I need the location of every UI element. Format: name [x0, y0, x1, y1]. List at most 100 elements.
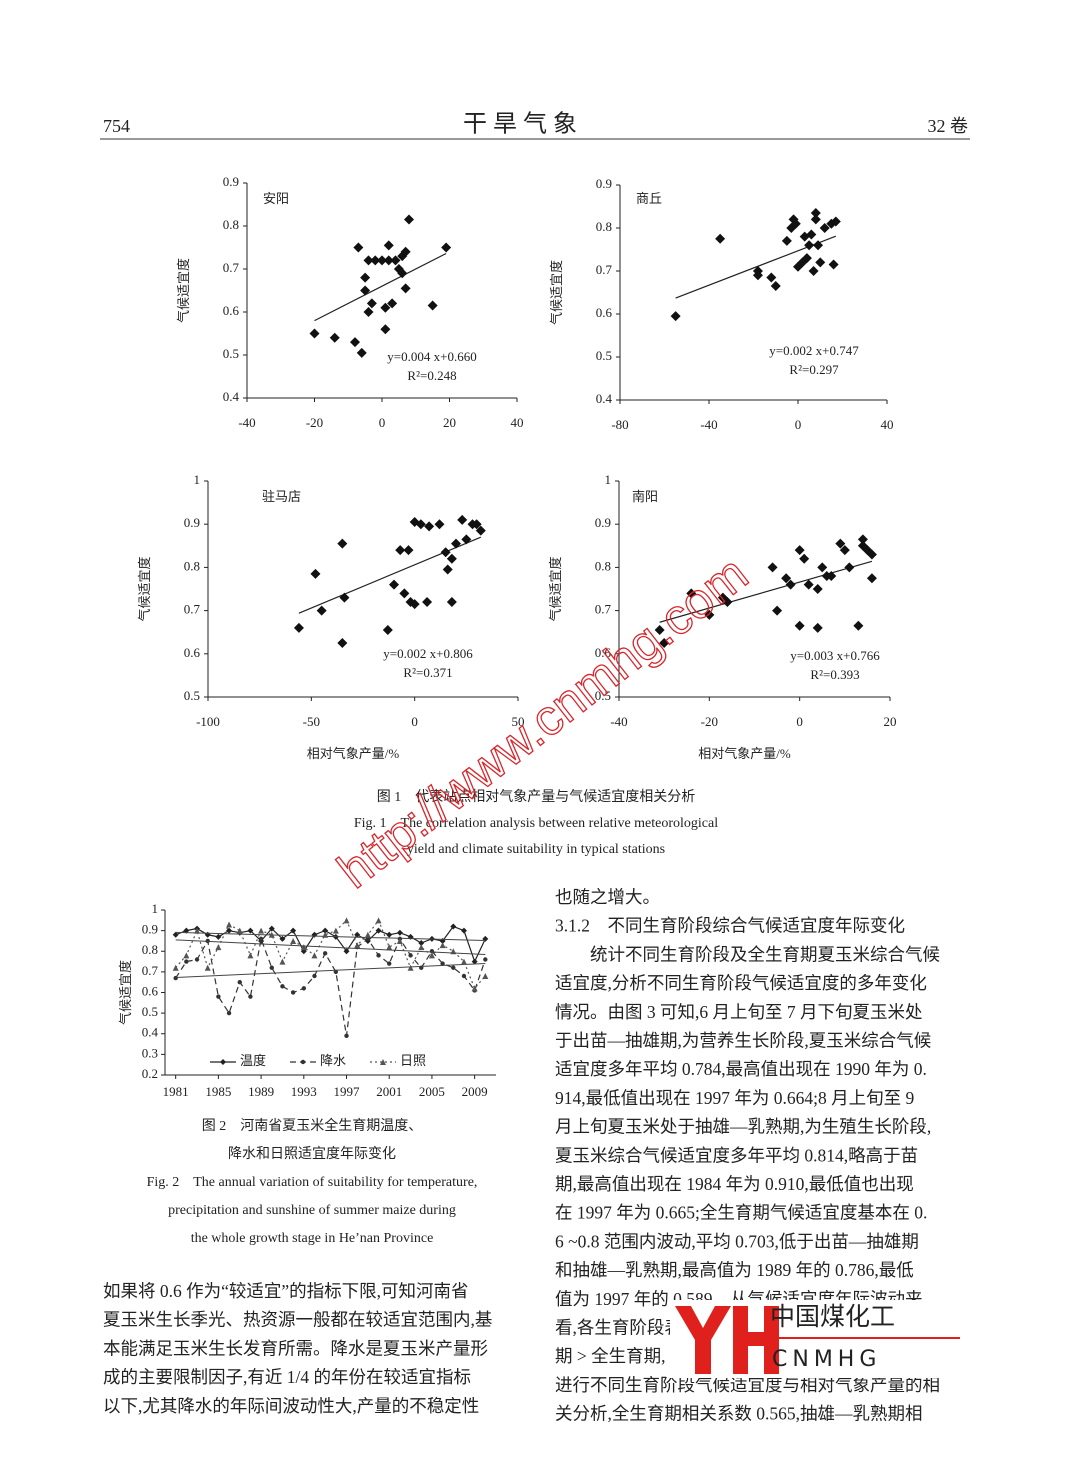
body-line: 进行不同生育阶段气候适宜度与相对气象产量的相 — [555, 1375, 940, 1395]
y-tick-label: 0.7 — [223, 260, 240, 275]
point — [475, 525, 486, 536]
point — [380, 302, 391, 313]
point — [360, 285, 371, 296]
x-tick-label: -40 — [610, 714, 627, 729]
y-tick-label: 0.6 — [596, 305, 613, 320]
point — [293, 622, 304, 633]
marker — [322, 951, 328, 956]
y-tick-label: 0.4 — [142, 1025, 159, 1040]
y-tick-label: 0.5 — [596, 348, 612, 363]
y-tick-label: 0.6 — [595, 645, 612, 660]
point — [446, 596, 457, 607]
y-tick-label: 0.4 — [223, 389, 240, 404]
fig2-caption-en: precipitation and sunshine of summer mai… — [168, 1203, 456, 1218]
trend-line — [175, 939, 486, 956]
y-tick-label: 0.9 — [223, 174, 239, 189]
point — [440, 547, 451, 558]
marker — [375, 917, 382, 924]
point — [722, 596, 733, 607]
point — [400, 246, 411, 257]
point — [451, 538, 461, 549]
x-tick-label: 0 — [796, 714, 803, 729]
marker — [483, 957, 488, 962]
x-tick-label: 20 — [443, 415, 456, 430]
point — [404, 214, 414, 225]
marker — [268, 925, 275, 932]
equation: y=0.004 x+0.660 — [387, 349, 476, 364]
point — [799, 553, 810, 564]
point — [377, 255, 387, 266]
point — [830, 216, 841, 227]
marker — [461, 973, 467, 979]
x-tick-label: 2009 — [462, 1084, 488, 1099]
x-tick-label: 1993 — [291, 1084, 317, 1099]
marker — [375, 927, 382, 934]
marker — [204, 964, 211, 971]
marker — [343, 917, 350, 924]
point — [752, 270, 763, 281]
point — [817, 562, 828, 573]
point — [316, 605, 327, 616]
marker — [183, 952, 190, 959]
x-tick-label: -80 — [611, 417, 628, 432]
point — [767, 562, 778, 573]
marker — [226, 921, 233, 928]
point — [442, 564, 453, 575]
y-tick-label: 0.5 — [184, 688, 200, 703]
marker — [451, 965, 456, 970]
marker — [322, 927, 329, 934]
point — [654, 625, 665, 636]
marker — [226, 927, 233, 934]
point — [810, 214, 821, 225]
equation: y=0.002 x+0.747 — [769, 343, 859, 358]
marker — [172, 931, 179, 938]
x-tick-label: 20 — [884, 714, 897, 729]
marker — [215, 933, 222, 940]
x-tick-label: 2005 — [419, 1084, 445, 1099]
marker — [311, 952, 318, 959]
marker — [268, 931, 275, 938]
marker — [279, 935, 286, 942]
trend-line — [175, 931, 486, 942]
y-axis-label: 气候适宜度 — [549, 260, 564, 325]
station-label: 驻马店 — [262, 489, 301, 504]
series-line — [175, 936, 486, 1036]
marker — [354, 931, 361, 938]
x-tick-label: -20 — [701, 714, 718, 729]
fit-line — [659, 560, 873, 623]
point — [704, 609, 715, 620]
body-line: 关分析,全生育期相关系数 0.565,抽雄—乳熟期相 — [555, 1404, 923, 1424]
point — [866, 573, 877, 584]
y-tick-label: 0.9 — [595, 515, 611, 530]
point — [383, 240, 394, 251]
x-tick-label: 1997 — [334, 1084, 361, 1099]
marker — [418, 940, 425, 946]
marker — [215, 944, 222, 951]
point — [382, 625, 393, 636]
marker — [407, 964, 414, 971]
marker — [440, 961, 445, 966]
marker — [471, 958, 478, 965]
y-tick-label: 0.9 — [142, 922, 158, 937]
body-line: 也随之增大。 — [555, 887, 660, 907]
point — [670, 311, 681, 322]
point — [457, 514, 468, 525]
point — [350, 337, 360, 348]
y-tick-label: 0.5 — [595, 688, 611, 703]
body-line: 夏玉米综合气候适宜度多年平均 0.814,略高于苗 — [555, 1145, 918, 1165]
figures: 0.4 0.5 0.6 0.7 0.8 0.9 -40 -20 0 20 40 气候适宜度 安阳 y=0.… — [118, 174, 897, 1099]
point — [853, 620, 864, 631]
marker — [290, 990, 296, 995]
body-line: 期,最高值出现在 1984 年为 0.910,最低值也出现 — [555, 1174, 914, 1194]
x-tick-label: -50 — [303, 714, 320, 729]
point — [363, 307, 374, 317]
marker — [300, 944, 307, 951]
marker — [376, 953, 381, 958]
marker — [354, 942, 361, 949]
body-line: 成的主要限制因子,有近 1/4 的年份在较适宜指标 — [103, 1367, 471, 1387]
body-line: 适宜度,分析不同生育阶段气候适宜度的多年变化 — [555, 973, 927, 993]
marker — [301, 986, 307, 991]
point — [715, 233, 726, 244]
point — [403, 545, 414, 556]
body-line: 在 1997 年为 0.665;全生育期气候适宜度基本在 0. — [555, 1203, 927, 1223]
